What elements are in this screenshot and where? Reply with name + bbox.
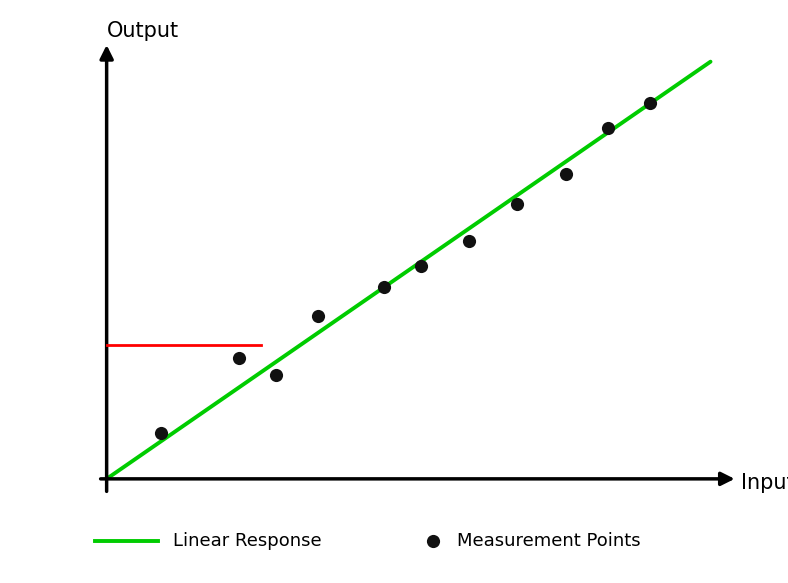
Text: Output: Output xyxy=(106,21,179,41)
Point xyxy=(427,536,440,546)
Point xyxy=(378,282,391,292)
Point xyxy=(601,124,614,133)
Point xyxy=(559,170,572,179)
Point xyxy=(154,429,167,438)
Text: Input: Input xyxy=(741,473,788,493)
Text: Linear Response: Linear Response xyxy=(173,532,322,550)
Point xyxy=(312,311,325,321)
Point xyxy=(644,99,656,108)
Point xyxy=(511,199,523,208)
Point xyxy=(414,261,427,271)
Text: Measurement Points: Measurement Points xyxy=(457,532,641,550)
Point xyxy=(233,353,246,363)
Point xyxy=(463,236,475,245)
Point xyxy=(269,370,282,379)
